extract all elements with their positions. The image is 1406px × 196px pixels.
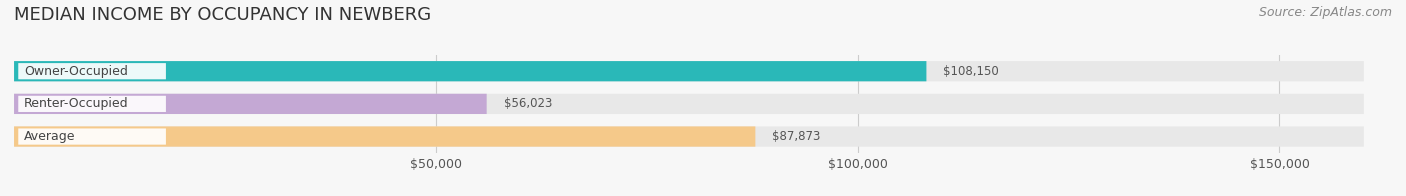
FancyBboxPatch shape bbox=[14, 94, 1364, 114]
Text: Average: Average bbox=[24, 130, 76, 143]
FancyBboxPatch shape bbox=[18, 63, 166, 79]
Text: $87,873: $87,873 bbox=[772, 130, 821, 143]
Text: $56,023: $56,023 bbox=[503, 97, 553, 110]
FancyBboxPatch shape bbox=[14, 126, 755, 147]
FancyBboxPatch shape bbox=[14, 61, 927, 81]
Text: MEDIAN INCOME BY OCCUPANCY IN NEWBERG: MEDIAN INCOME BY OCCUPANCY IN NEWBERG bbox=[14, 6, 432, 24]
FancyBboxPatch shape bbox=[18, 128, 166, 145]
FancyBboxPatch shape bbox=[14, 61, 1364, 81]
Text: Source: ZipAtlas.com: Source: ZipAtlas.com bbox=[1258, 6, 1392, 19]
Text: $108,150: $108,150 bbox=[943, 65, 1000, 78]
FancyBboxPatch shape bbox=[14, 126, 1364, 147]
FancyBboxPatch shape bbox=[14, 94, 486, 114]
Text: Owner-Occupied: Owner-Occupied bbox=[24, 65, 128, 78]
FancyBboxPatch shape bbox=[18, 96, 166, 112]
Text: Renter-Occupied: Renter-Occupied bbox=[24, 97, 129, 110]
